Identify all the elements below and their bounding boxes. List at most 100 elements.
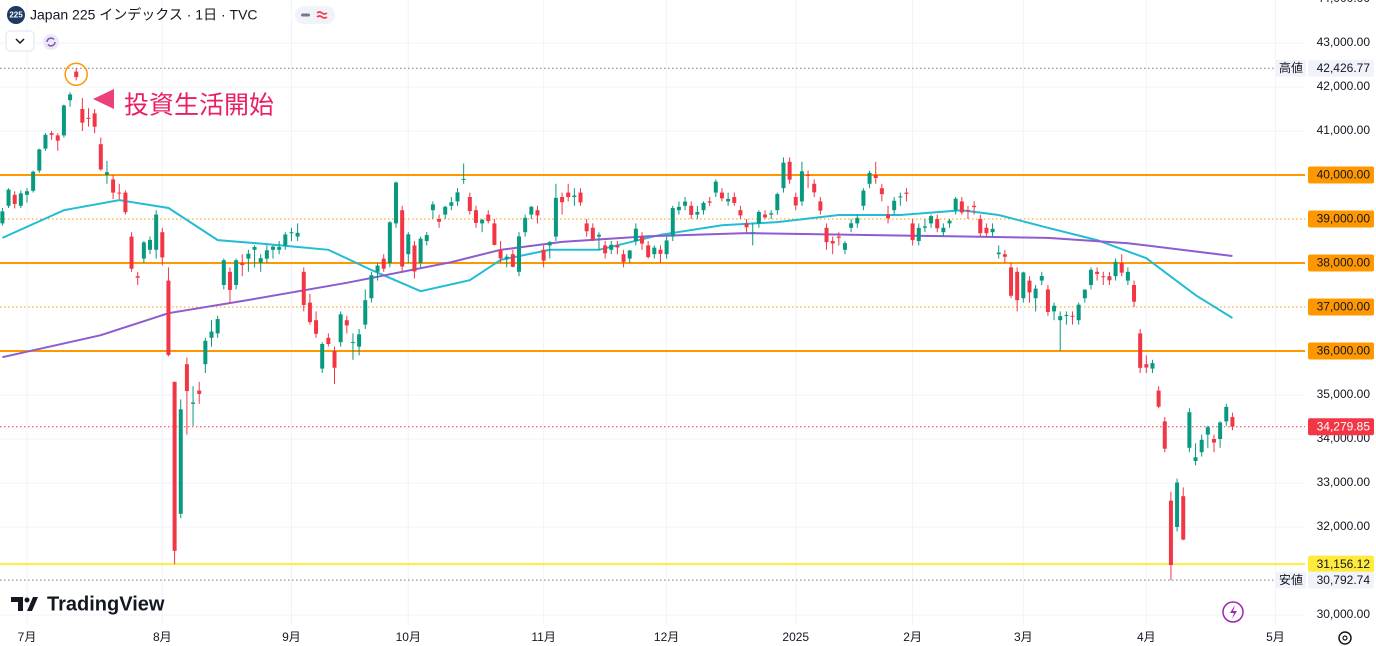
candle-body	[965, 210, 970, 212]
candle-body	[1125, 271, 1130, 281]
candle-body	[387, 222, 392, 263]
candle-body	[369, 275, 374, 299]
candle-body	[92, 113, 97, 127]
candle-body	[1119, 262, 1124, 273]
candle-body	[658, 249, 663, 254]
candle-body	[922, 226, 927, 228]
candle-body	[424, 235, 429, 241]
x-tick-label: 9月	[282, 630, 301, 644]
candle-body	[400, 210, 405, 267]
candle-body	[510, 254, 515, 267]
candle-body	[1009, 267, 1014, 296]
y-tick-label: 33,000.00	[1317, 475, 1371, 489]
candle-body	[1193, 457, 1198, 462]
candle-body	[338, 314, 343, 343]
candle-body	[529, 206, 534, 215]
candle-body	[744, 223, 749, 228]
level-label: 31,156.12	[1317, 557, 1371, 571]
candle-body	[738, 210, 743, 216]
price-tags: 42,426.77 高値 40,000.00 39,000.00 38,000.00 37…	[1276, 59, 1374, 589]
candle-body	[1168, 500, 1173, 566]
candle-body	[799, 171, 804, 202]
candle-body	[184, 364, 189, 392]
status-pill[interactable]	[295, 6, 335, 24]
level-label: 36,000.00	[1317, 344, 1371, 358]
candle-body	[203, 340, 208, 365]
candle-body	[972, 205, 977, 208]
refresh-button[interactable]	[43, 34, 59, 50]
candle-body	[326, 337, 331, 345]
settings-icon[interactable]	[1338, 631, 1352, 645]
candle-body	[449, 202, 454, 206]
candle-body	[1144, 364, 1149, 368]
candle-body	[455, 192, 460, 202]
logo-text: TradingView	[47, 593, 165, 615]
candles	[0, 68, 1235, 581]
candle-body	[55, 135, 60, 141]
candle-body	[1021, 272, 1026, 299]
x-tick-label: 3月	[1014, 630, 1033, 644]
candle-body	[209, 331, 214, 338]
candle-body	[486, 214, 491, 222]
level-tag	[1308, 298, 1374, 316]
candle-body	[947, 220, 952, 224]
level-tag	[1308, 254, 1374, 272]
candle-body	[166, 280, 171, 356]
candle-body	[412, 245, 417, 272]
candle-body	[726, 198, 731, 202]
candle-body	[437, 218, 442, 222]
candle-body	[221, 260, 226, 285]
candle-body	[430, 204, 435, 211]
logo-mark	[11, 597, 38, 611]
candle-body	[1027, 280, 1032, 293]
candle-body	[996, 252, 1001, 255]
candle-body	[12, 194, 17, 204]
level-tag	[1308, 555, 1374, 573]
candle-body	[867, 172, 872, 184]
y-tick-label: 44,000.00	[1317, 0, 1371, 5]
candle-body	[1181, 496, 1186, 540]
candle-body	[640, 236, 645, 244]
candle-body	[74, 71, 79, 78]
candle-body	[154, 214, 159, 250]
alert-icon[interactable]	[1222, 601, 1244, 623]
candle-body	[898, 196, 903, 198]
candle-body	[910, 223, 915, 241]
moving-average	[2, 232, 1233, 359]
candle-body	[246, 253, 251, 259]
collapse-button[interactable]	[5, 30, 35, 52]
candle-body	[1058, 316, 1063, 321]
candle-body	[1064, 314, 1069, 316]
symbol-icon	[7, 6, 25, 24]
candle-body	[129, 236, 134, 269]
candle-body	[1113, 261, 1118, 277]
candle-body	[689, 205, 694, 215]
candle-body	[842, 243, 847, 250]
candle-body	[80, 108, 85, 123]
y-tick-label: 32,000.00	[1317, 519, 1371, 533]
candle-body	[271, 246, 276, 250]
candle-body	[363, 300, 368, 325]
level-tag-name: 高値	[1279, 60, 1303, 75]
candle-body	[37, 149, 42, 171]
candle-body	[18, 193, 23, 206]
candle-body	[732, 196, 737, 203]
candle-body	[314, 320, 319, 334]
candle-body	[1039, 276, 1044, 281]
candle-body	[252, 246, 257, 250]
candle-body	[1187, 412, 1192, 448]
candle-body	[836, 236, 841, 238]
candle-body	[418, 238, 423, 263]
candle-body	[264, 250, 269, 259]
candle-body	[566, 192, 571, 197]
candle-body	[1082, 289, 1087, 299]
x-tick-label: 8月	[153, 630, 172, 644]
candle-body	[818, 201, 823, 211]
candle-body	[504, 256, 509, 259]
x-tick-label: 7月	[18, 630, 37, 644]
annotation-arrow	[93, 89, 114, 109]
candle-body	[1076, 304, 1081, 321]
candle-body	[1224, 406, 1229, 422]
candle-body	[1052, 305, 1057, 312]
candle-body	[301, 271, 306, 305]
